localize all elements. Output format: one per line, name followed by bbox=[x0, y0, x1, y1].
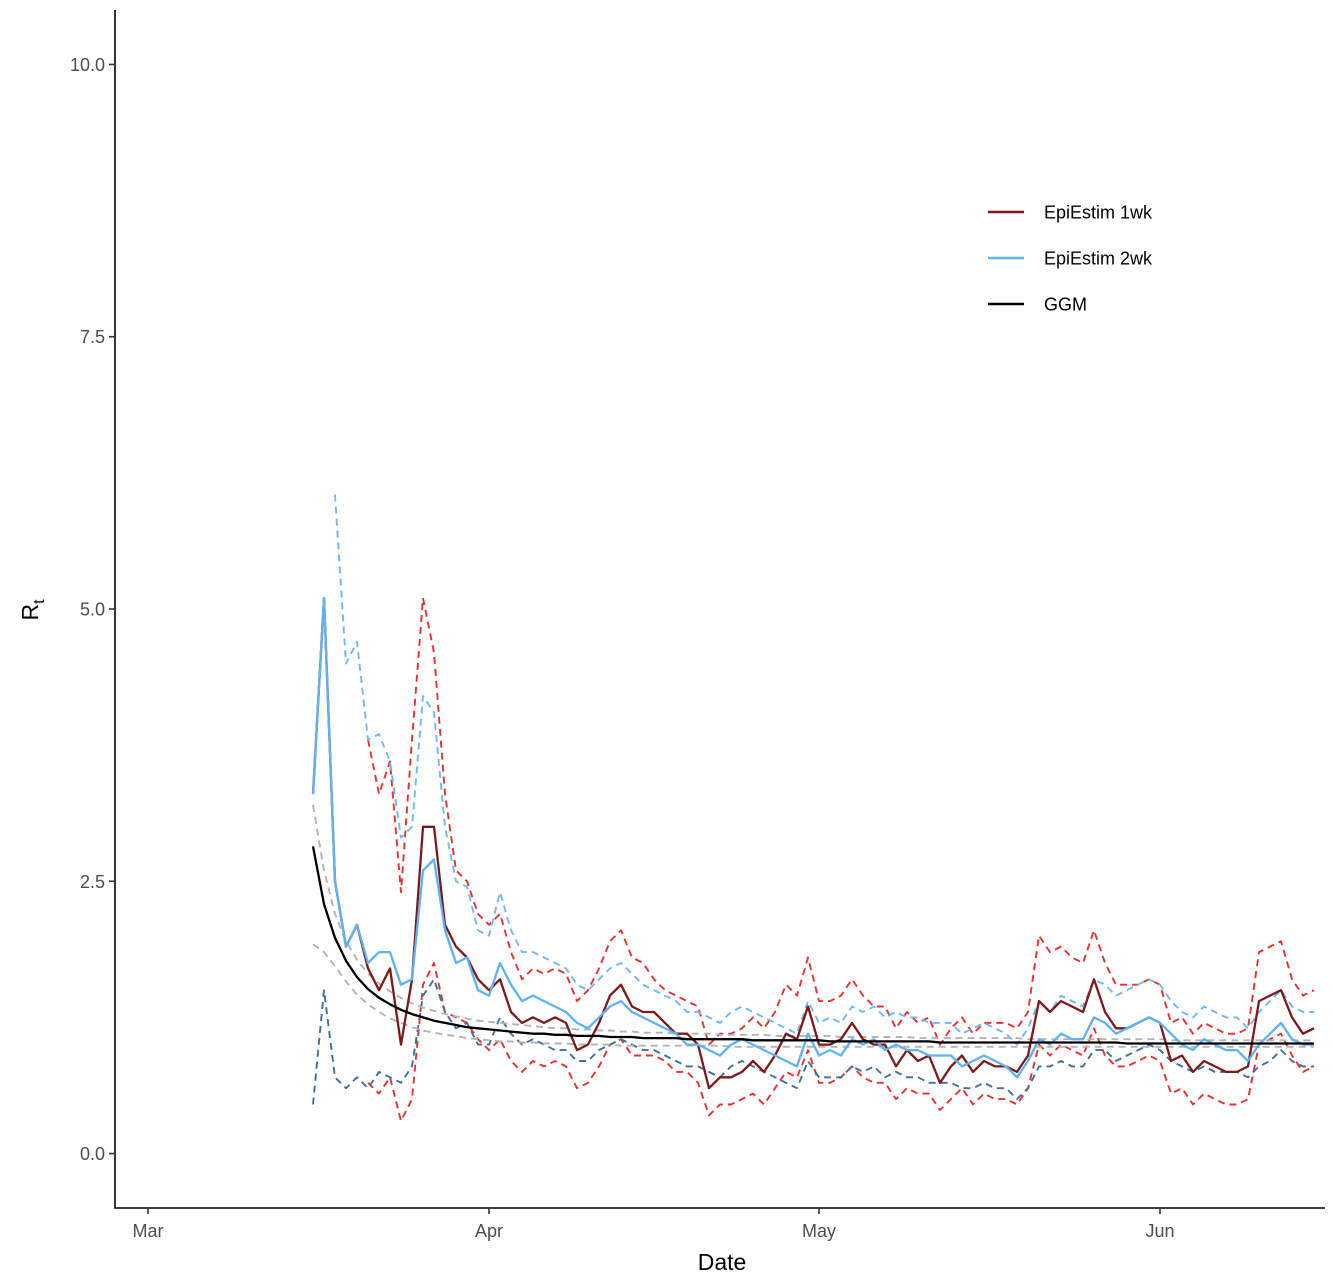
legend-item-epiestim-1wk: EpiEstim 1wk bbox=[988, 203, 1153, 223]
x-tick-label: May bbox=[802, 1221, 836, 1241]
y-axis-ticks: 0.0 2.5 5.0 7.5 10.0 bbox=[70, 55, 115, 1164]
epiestim-1wk-line bbox=[311, 596, 1315, 1090]
ggm-upper-line bbox=[312, 804, 1314, 1042]
y-tick-label: 2.5 bbox=[80, 872, 105, 892]
legend: EpiEstim 1wk EpiEstim 2wk GGM bbox=[988, 203, 1153, 315]
legend-item-ggm: GGM bbox=[988, 295, 1087, 315]
x-tick-label: Apr bbox=[475, 1221, 503, 1241]
legend-label: GGM bbox=[1044, 295, 1087, 315]
epiestim-2wk-lower-line bbox=[312, 978, 1314, 1105]
epiestim-1wk-upper-line bbox=[367, 597, 1315, 1046]
x-axis-title: Date bbox=[698, 1249, 747, 1275]
series-layer bbox=[311, 494, 1315, 1122]
epiestim-2wk-upper-line bbox=[334, 494, 1314, 1046]
y-tick-label: 10.0 bbox=[70, 55, 105, 75]
legend-label: EpiEstim 2wk bbox=[1044, 249, 1153, 269]
legend-label: EpiEstim 1wk bbox=[1044, 203, 1153, 223]
y-axis-title-subscript: t bbox=[31, 599, 48, 604]
y-axis-title: Rt bbox=[17, 599, 48, 621]
ggm-line bbox=[311, 846, 1314, 1045]
x-axis-ticks: Mar Apr May Jun bbox=[133, 1208, 1175, 1241]
y-axis-title-main: R bbox=[17, 604, 43, 621]
x-tick-label: Mar bbox=[133, 1221, 164, 1241]
y-tick-label: 5.0 bbox=[80, 600, 105, 620]
epiestim-2wk-line bbox=[311, 596, 1314, 1079]
y-tick-label: 0.0 bbox=[80, 1144, 105, 1164]
y-tick-label: 7.5 bbox=[80, 327, 105, 347]
legend-item-epiestim-2wk: EpiEstim 2wk bbox=[988, 249, 1153, 269]
x-tick-label: Jun bbox=[1145, 1221, 1174, 1241]
